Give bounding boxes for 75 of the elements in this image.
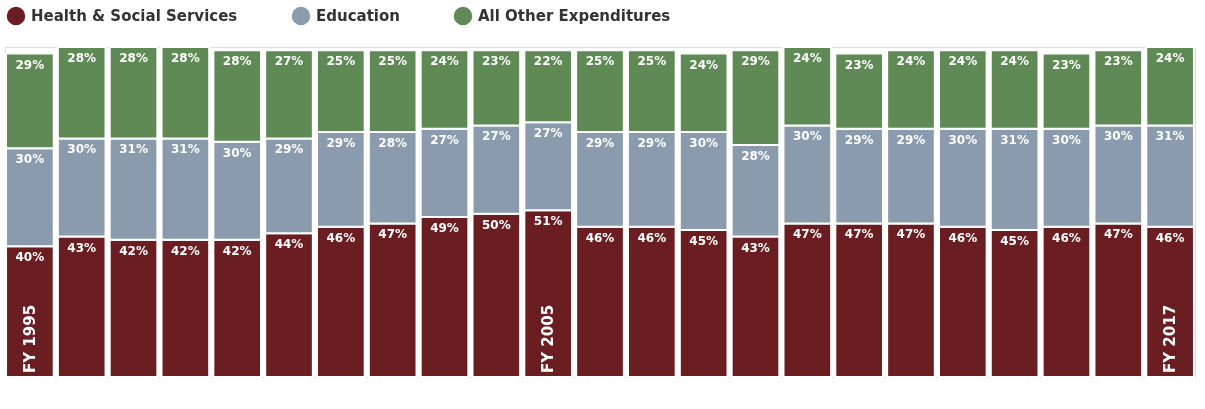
- data-label: 24%: [430, 54, 459, 69]
- data-label: 27%: [430, 132, 459, 147]
- data-label: 28%: [171, 51, 200, 65]
- data-label: 23%: [481, 54, 511, 69]
- data-label: 30%: [1103, 129, 1133, 144]
- data-label: 31%: [119, 142, 148, 157]
- data-label: 46%: [637, 230, 667, 245]
- data-label: 42%: [222, 243, 252, 258]
- data-label: 45%: [1000, 233, 1029, 248]
- data-label: 28%: [222, 54, 252, 69]
- data-label: 30%: [15, 152, 45, 167]
- data-label: 51%: [533, 214, 563, 229]
- data-label: 30%: [792, 129, 822, 144]
- data-label: 27%: [481, 129, 511, 144]
- data-label: 30%: [948, 132, 978, 147]
- data-label: 43%: [67, 240, 97, 255]
- data-label: 29%: [585, 135, 615, 150]
- data-label: 28%: [741, 149, 770, 164]
- data-label: 24%: [689, 57, 719, 72]
- data-label: 25%: [585, 54, 615, 69]
- data-label: 49%: [430, 220, 459, 235]
- data-label: 29%: [896, 132, 926, 147]
- data-label: 43%: [741, 240, 770, 255]
- data-label: 25%: [637, 54, 667, 69]
- data-label: 47%: [1103, 227, 1133, 242]
- data-label: 46%: [585, 230, 615, 245]
- data-label: 23%: [1052, 57, 1081, 72]
- data-label: 47%: [844, 227, 874, 242]
- data-label: 29%: [326, 135, 356, 150]
- data-label: 47%: [378, 227, 408, 242]
- x-tick-label: FY 1995: [20, 304, 39, 373]
- data-label: 46%: [948, 230, 978, 245]
- data-label: 23%: [1103, 54, 1133, 69]
- data-label: 30%: [222, 145, 252, 160]
- data-label: 46%: [326, 230, 356, 245]
- data-label: 28%: [67, 51, 97, 65]
- data-label: 29%: [844, 132, 874, 147]
- legend-label: All Other Expenditures: [478, 7, 671, 25]
- data-label: 31%: [1155, 129, 1185, 144]
- data-label: 40%: [15, 250, 45, 265]
- legend-label: Education: [316, 7, 400, 25]
- data-label: 30%: [67, 142, 97, 157]
- x-tick-label: FY 2017: [1161, 304, 1180, 373]
- data-label: 24%: [896, 54, 926, 69]
- data-label: 27%: [274, 54, 304, 69]
- data-label: 24%: [1000, 54, 1029, 69]
- data-label: 29%: [741, 54, 770, 69]
- data-label: 25%: [326, 54, 356, 69]
- data-label: 42%: [171, 243, 200, 258]
- data-label: 45%: [689, 233, 719, 248]
- data-label: 24%: [948, 54, 978, 69]
- data-label: 30%: [1052, 132, 1081, 147]
- data-label: 28%: [378, 135, 408, 150]
- data-label: 46%: [1052, 230, 1081, 245]
- data-label: 47%: [896, 227, 926, 242]
- data-label: 22%: [533, 54, 563, 69]
- data-label: 24%: [792, 51, 822, 65]
- data-label: 27%: [533, 126, 563, 141]
- x-tick-label: FY 2005: [539, 304, 558, 373]
- data-label: 24%: [1155, 51, 1185, 65]
- legend-label: Health & Social Services: [31, 7, 238, 25]
- data-label: 30%: [689, 135, 719, 150]
- data-label: 44%: [274, 237, 304, 252]
- data-label: 42%: [119, 243, 148, 258]
- data-label: 31%: [171, 142, 200, 157]
- data-label: 50%: [481, 217, 511, 232]
- data-label: 29%: [15, 57, 45, 72]
- data-label: 47%: [792, 227, 822, 242]
- data-label: 28%: [119, 51, 148, 65]
- data-label: 46%: [1155, 230, 1185, 245]
- data-label: 23%: [844, 57, 874, 72]
- data-label: 29%: [274, 142, 304, 157]
- data-label: 29%: [637, 135, 667, 150]
- data-label: 31%: [1000, 132, 1029, 147]
- data-label: 25%: [378, 54, 408, 69]
